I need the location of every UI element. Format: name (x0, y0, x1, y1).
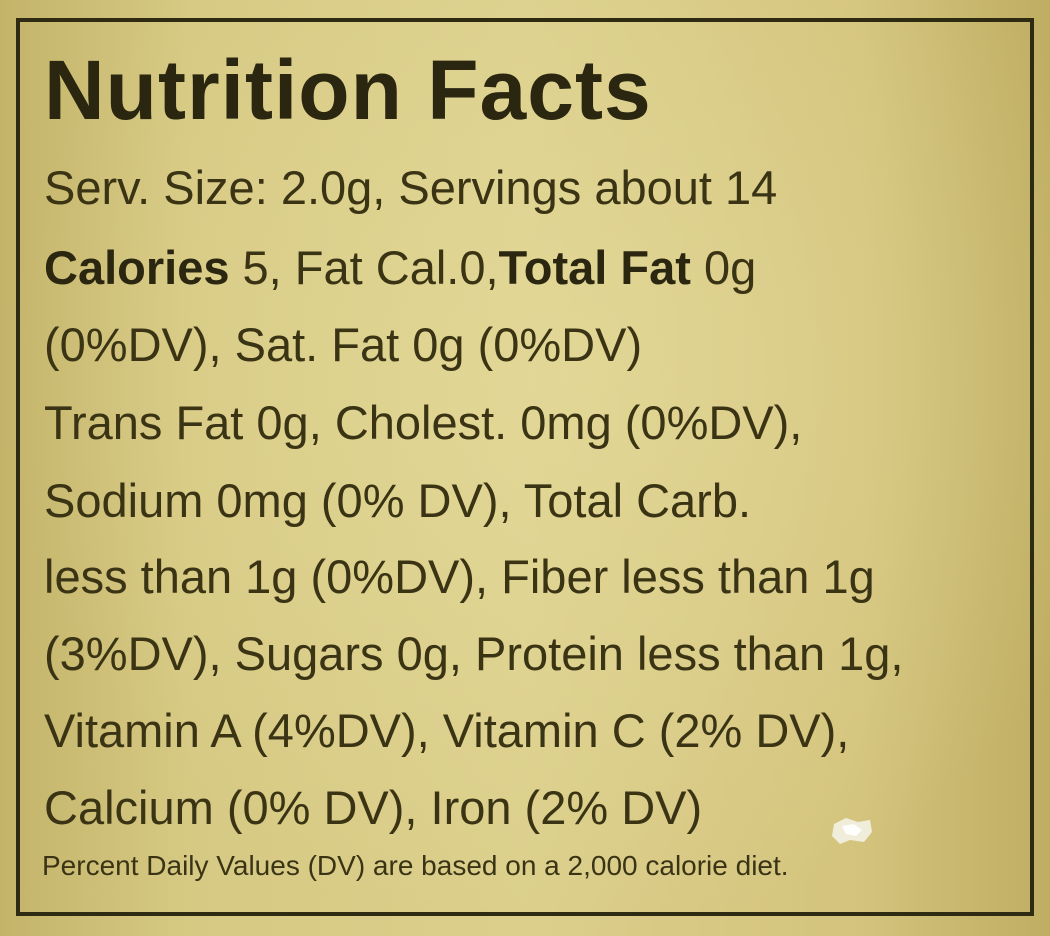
calories-value: 5, Fat Cal.0, (229, 241, 499, 294)
total-fat-value: 0g (690, 241, 757, 294)
label-scratch-mark (832, 818, 872, 844)
trans-fat-cholesterol-line: Trans Fat 0g, Cholest. 0mg (0%DV), (44, 396, 803, 449)
calories-fat-line: Calories 5, Fat Cal.0,Total Fat 0g (44, 244, 756, 291)
daily-value-footnote: Percent Daily Values (DV) are based on a… (42, 850, 789, 881)
sat-fat-line: (0%DV), Sat. Fat 0g (0%DV) (44, 318, 643, 371)
serving-size-line: Serv. Size: 2.0g, Servings about 14 (44, 161, 778, 214)
calcium-iron-line: Calcium (0% DV), Iron (2% DV) (44, 781, 703, 834)
sodium-carb-line: Sodium 0mg (0% DV), Total Carb. (44, 474, 752, 527)
carb-fiber-line: less than 1g (0%DV), Fiber less than 1g (44, 550, 875, 603)
calories-label: Calories (44, 241, 230, 294)
nutrition-facts-panel: Nutrition Facts Serv. Size: 2.0g, Servin… (16, 18, 1034, 916)
total-fat-label: Total Fat (498, 241, 691, 294)
vitamins-line: Vitamin A (4%DV), Vitamin C (2% DV), (44, 704, 850, 757)
sugars-protein-line: (3%DV), Sugars 0g, Protein less than 1g, (44, 627, 904, 680)
nutrition-facts-title: Nutrition Facts (44, 43, 652, 137)
